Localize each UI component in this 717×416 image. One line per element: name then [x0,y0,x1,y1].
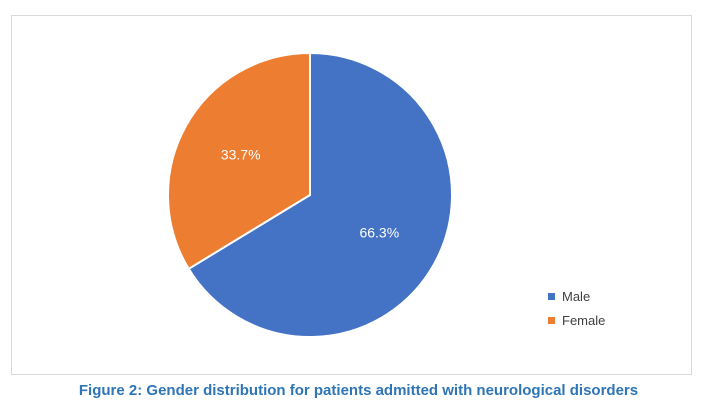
slice-label-male: 66.3% [359,225,399,241]
legend-swatch-male [548,292,555,300]
legend-swatch-female [548,316,555,324]
legend-item-female: Female [548,308,605,332]
legend-item-male: Male [548,284,605,308]
slice-label-female: 33.7% [221,147,261,163]
legend-label-female: Female [562,312,606,328]
pie-slice-male [187,51,453,338]
pie-slice-female [167,51,311,271]
legend-label-male: Male [562,288,591,304]
figure-caption: Figure 2: Gender distribution for patien… [78,382,639,399]
legend: Male Female [548,284,605,332]
